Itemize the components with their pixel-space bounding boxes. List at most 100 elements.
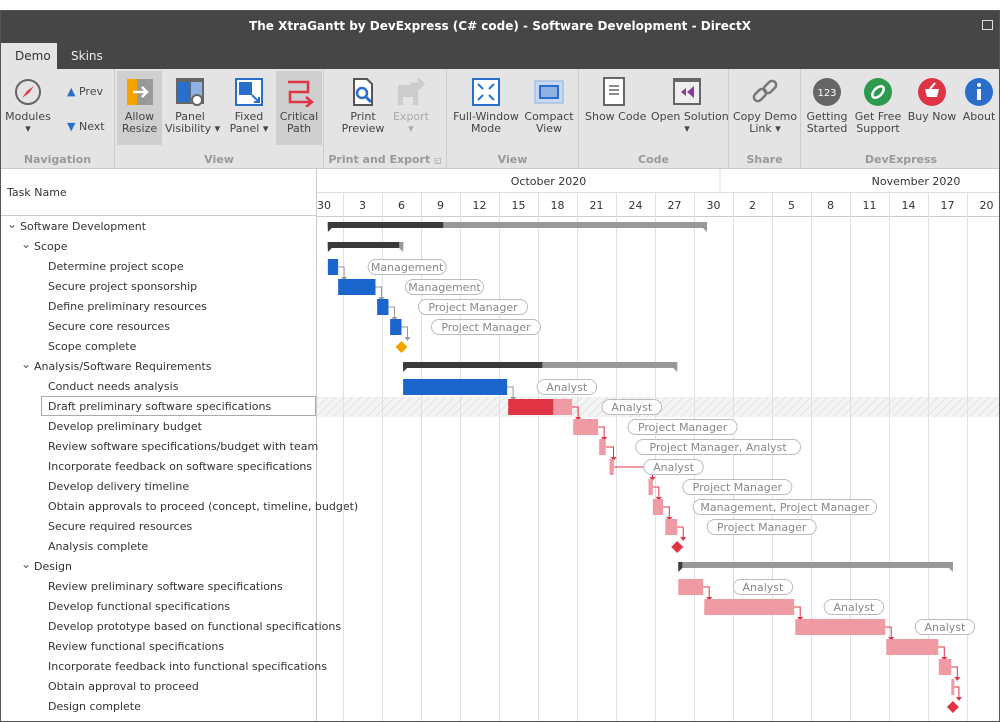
dependency-link xyxy=(401,326,408,340)
task-row[interactable]: ⌄ Software Development xyxy=(1,217,316,237)
task-row[interactable]: Review functional specifications xyxy=(1,637,316,657)
link-icon xyxy=(752,79,778,103)
resource-label: Analyst xyxy=(742,581,784,594)
task-row[interactable]: ⌄ Design xyxy=(1,557,316,577)
export-icon xyxy=(398,77,426,105)
group-navigation: Modules ▾ ▲ Prev ▼ Next Navigation xyxy=(1,69,115,169)
prev-button[interactable]: ▲ Prev xyxy=(67,85,103,98)
task-row[interactable]: Develop functional specifications xyxy=(1,597,316,617)
tab-skins[interactable]: Skins xyxy=(71,49,103,63)
getting-started-button[interactable]: 123 Getting Started xyxy=(805,71,849,145)
task-row[interactable]: ⌄ Scope xyxy=(1,237,316,257)
task-progress xyxy=(508,399,554,415)
chevron-down-icon[interactable]: ⌄ xyxy=(7,217,18,231)
resource-label-pill xyxy=(692,499,878,515)
task-row[interactable]: Obtain approvals to proceed (concept, ti… xyxy=(1,497,358,517)
copy-demo-link-button[interactable]: Copy Demo Link ▾ xyxy=(733,71,797,145)
open-solution-button[interactable]: Open Solution ▾ xyxy=(651,71,729,145)
full-window-mode-button[interactable]: Full-Window Mode xyxy=(453,71,519,145)
task-row[interactable]: Determine project scope xyxy=(1,257,316,277)
critical-path-button[interactable]: Critical Path xyxy=(276,71,322,145)
task-name: Review software specifications/budget wi… xyxy=(48,440,319,453)
day-label: 24 xyxy=(629,199,643,212)
summary-progress xyxy=(327,242,404,248)
gantt-chart[interactable]: October 2020 November 2020 30 3 6 9 12 15 18 21 24… xyxy=(317,169,999,721)
day-label: 6 xyxy=(398,199,405,212)
buy-now-button[interactable]: Buy Now xyxy=(907,71,957,145)
restore-icon[interactable] xyxy=(982,20,993,30)
get-free-support-button[interactable]: Get Free Support xyxy=(853,71,903,145)
task-row[interactable]: Design complete xyxy=(1,697,316,717)
task-row[interactable]: Incorporate feedback on software specifi… xyxy=(1,457,316,477)
fixed-panel-button[interactable]: Fixed Panel ▾ xyxy=(221,71,277,145)
tab-demo[interactable]: Demo xyxy=(1,43,57,69)
group-code: Show Code Open Solution ▾ Code xyxy=(579,69,729,169)
title-bar: The XtraGantt by DevExpress (C# code) - … xyxy=(1,11,999,41)
arrow-icon xyxy=(954,677,961,681)
day-label: 30 xyxy=(707,199,721,212)
task-row[interactable]: Draft preliminary software specification… xyxy=(41,396,316,416)
task-row[interactable]: Develop prototype based on functional sp… xyxy=(1,617,341,637)
task-bar xyxy=(886,639,939,655)
task-row[interactable]: Define preliminary resources xyxy=(1,297,316,317)
chevron-down-icon[interactable]: ⌄ xyxy=(21,237,32,251)
day-label: 11 xyxy=(863,199,877,212)
export-button[interactable]: Export ▾ xyxy=(388,71,434,145)
app-window: The XtraGantt by DevExpress (C# code) - … xyxy=(0,10,1000,722)
month-label: November 2020 xyxy=(872,175,961,188)
task-bar xyxy=(665,519,678,535)
task-row[interactable]: Develop delivery timeline xyxy=(1,477,316,497)
group-view: Allow Resize Panel Visibility ▾ Fixed Pa… xyxy=(115,69,324,169)
resource-label-pill xyxy=(601,399,663,415)
window-title: The XtraGantt by DevExpress (C# code) - … xyxy=(249,19,751,33)
resource-label-pill xyxy=(627,419,738,435)
allow-resize-button[interactable]: Allow Resize xyxy=(117,71,162,145)
task-row[interactable]: Obtain approval to proceed xyxy=(1,677,316,697)
group-label: DevExpress xyxy=(864,153,938,166)
day-label: 14 xyxy=(902,199,916,212)
panel-visibility-button[interactable]: Panel Visibility ▾ xyxy=(165,71,220,145)
task-row[interactable]: Secure required resources xyxy=(1,517,316,537)
arrow-icon xyxy=(404,337,411,341)
task-row[interactable]: ⌄ Analysis/Software Requirements xyxy=(1,357,316,377)
summary-bar xyxy=(678,562,953,568)
about-button[interactable]: About xyxy=(961,71,997,145)
task-bar xyxy=(652,499,664,515)
milestone-diamond xyxy=(395,341,408,353)
task-row[interactable]: Analysis complete xyxy=(1,537,316,557)
task-row[interactable]: Review software specifications/budget wi… xyxy=(1,437,319,457)
column-header-task-name[interactable]: Task Name xyxy=(1,169,316,216)
svg-text:123: 123 xyxy=(817,88,836,99)
task-bar xyxy=(327,259,339,275)
show-code-button[interactable]: Show Code xyxy=(585,71,646,145)
task-name: Analysis/Software Requirements xyxy=(34,360,212,373)
task-row[interactable]: Secure project sponsorship xyxy=(1,277,316,297)
task-row[interactable]: Conduct needs analysis xyxy=(1,377,316,397)
summary-bar xyxy=(327,222,707,228)
chevron-down-icon[interactable]: ⌄ xyxy=(21,557,32,571)
dependency-link xyxy=(951,666,958,680)
task-row[interactable]: Review preliminary software specificatio… xyxy=(1,577,316,597)
dependency-link xyxy=(703,586,710,600)
task-row[interactable]: Develop preliminary budget xyxy=(1,417,316,437)
task-row[interactable]: Incorporate feedback into functional spe… xyxy=(1,657,327,677)
cart-icon xyxy=(918,78,946,106)
summary-cap xyxy=(327,242,332,252)
task-bar xyxy=(648,479,653,495)
compact-view-button[interactable]: Compact View xyxy=(523,71,575,145)
task-row[interactable]: Secure core resources xyxy=(1,317,316,337)
task-row[interactable]: Scope complete xyxy=(1,337,316,357)
next-button[interactable]: ▼ Next xyxy=(67,120,105,133)
dependency-link xyxy=(652,486,660,500)
group-label: Navigation xyxy=(23,153,92,166)
dependency-link xyxy=(677,526,684,540)
modules-button[interactable]: Modules ▾ xyxy=(3,71,53,145)
task-name: Analysis complete xyxy=(48,540,149,553)
chevron-down-icon[interactable]: ⌄ xyxy=(21,357,32,371)
task-name: Scope complete xyxy=(48,340,137,353)
fixed-panel-icon xyxy=(235,78,263,106)
day-label: 15 xyxy=(512,199,526,212)
print-preview-button[interactable]: Print Preview xyxy=(338,71,388,145)
task-bar xyxy=(573,419,599,435)
full-window-icon xyxy=(472,78,500,106)
